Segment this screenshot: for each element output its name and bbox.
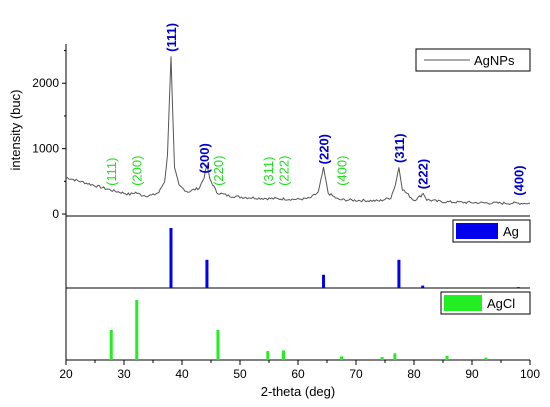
x-tick-label: 70	[349, 367, 363, 381]
x-tick-label: 80	[407, 367, 421, 381]
x-tick-label: 90	[465, 367, 479, 381]
agnps-series-line	[65, 56, 530, 206]
ag-reference-bar	[169, 228, 173, 288]
peak-label-ag: (111)	[164, 23, 179, 52]
legend-agnps-label: AgNPs	[474, 53, 515, 68]
peak-label-group: (111)(200) (220) (311)(222) (400)(111) (200)…	[104, 23, 526, 196]
peak-label-agcl: (200)	[130, 156, 145, 186]
y-tick-label: 2000	[32, 76, 59, 90]
x-tick-label: 60	[291, 367, 305, 381]
x-tick-group: 20 30 40 50 60 70 80 90 100	[59, 360, 540, 381]
agcl-reference-bar	[393, 353, 397, 360]
ag-reference-bar	[397, 259, 401, 288]
peak-label-agcl: (222)	[277, 156, 292, 186]
x-tick-label: 100	[520, 367, 540, 381]
y-axis-title: intensity (buc)	[8, 90, 23, 171]
agcl-reference-bar	[445, 355, 449, 360]
ag-reference-bar	[421, 285, 425, 288]
agcl-reference-bar	[340, 356, 343, 360]
x-tick-label: 40	[175, 367, 189, 381]
peak-label-agcl: (220)	[211, 156, 226, 186]
legend-ag: Ag	[452, 219, 531, 243]
x-axis-title: 2-theta (deg)	[261, 384, 335, 399]
y-tick-label: 0	[52, 207, 59, 221]
agcl-reference-bar	[216, 330, 220, 360]
ag-reference-bar	[205, 259, 209, 288]
x-tick-label: 50	[233, 367, 247, 381]
agcl-reference-bar	[380, 357, 384, 360]
legend-ag-swatch	[456, 223, 498, 239]
peak-label-agcl: (311)	[261, 157, 276, 186]
legend-agcl-swatch	[444, 295, 482, 311]
peak-label-ag: (200)	[197, 143, 212, 173]
agcl-reference-bar	[135, 300, 139, 360]
peak-label-agcl: (400)	[335, 156, 350, 186]
ag-reference-bar	[516, 287, 520, 288]
y-tick-group: 0 1000 2000	[32, 50, 66, 221]
agcl-bars-group	[109, 300, 488, 360]
agcl-reference-bar	[266, 351, 270, 360]
legend-agcl: AgCl	[440, 291, 531, 315]
y-tick-label: 1000	[32, 142, 59, 156]
agcl-reference-bar	[282, 350, 285, 360]
x-tick-label: 30	[117, 367, 131, 381]
peak-label-agcl: (111)	[104, 157, 119, 185]
peak-label-ag: (220)	[317, 134, 332, 164]
peak-label-ag: (222)	[416, 159, 431, 189]
peak-label-ag: (311)	[392, 133, 407, 163]
peak-label-ag: (400)	[511, 165, 526, 195]
agcl-reference-bar	[484, 357, 488, 360]
agcl-reference-bar	[109, 330, 113, 360]
legend-agnps: AgNPs	[415, 48, 531, 72]
legend-ag-label: Ag	[503, 224, 519, 239]
ag-reference-bar	[322, 274, 326, 288]
legend-agcl-label: AgCl	[487, 296, 515, 311]
x-tick-label: 20	[59, 367, 73, 381]
ag-bars-group	[169, 228, 520, 288]
